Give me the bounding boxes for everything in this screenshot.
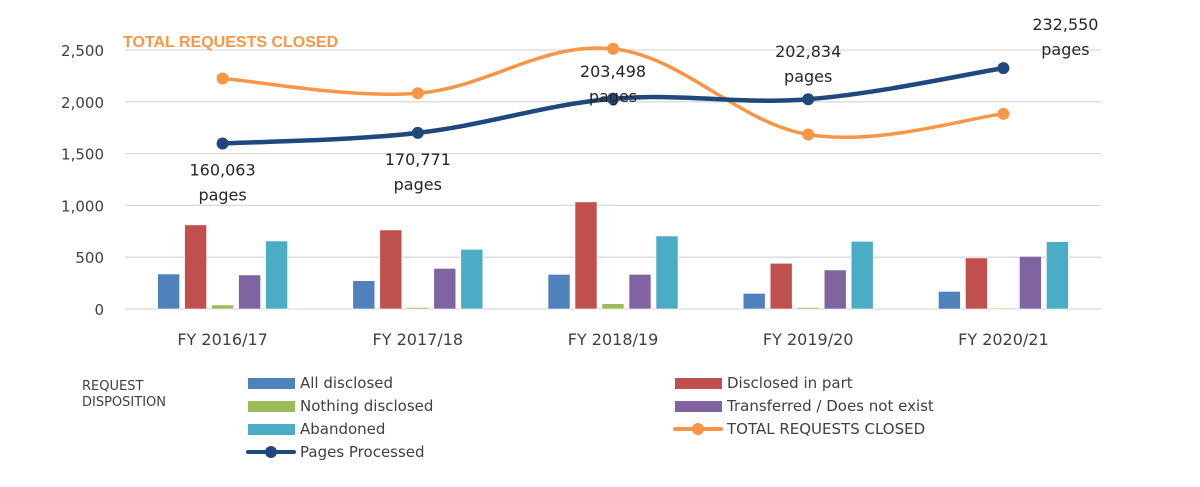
legend-title-line-2: DISPOSITION: [82, 395, 166, 410]
bar-disclosed-in-part: [184, 224, 207, 310]
data-label-value: 232,550: [1032, 15, 1098, 34]
bar-disclosed-in-part: [965, 257, 988, 310]
bar-disclosed-in-part: [574, 201, 598, 310]
legend-item-total-requests-closed: TOTAL REQUESTS CLOSED: [673, 419, 925, 439]
data-label-value: 203,498: [580, 62, 646, 81]
bar-disclosed-in-part: [379, 229, 403, 310]
data-labels: 160,063 pages 170,771 pages 203,498 pages 202,…: [190, 15, 1099, 204]
legend-title: REQUEST DISPOSITION: [82, 379, 192, 411]
bar-abandoned: [850, 241, 874, 310]
bar-abandoned: [1046, 241, 1069, 310]
bar-all-disclosed: [352, 280, 376, 310]
bar-all-disclosed: [157, 273, 180, 310]
legend-swatch-abandoned: [248, 423, 295, 435]
legend-label: Pages Processed: [300, 443, 425, 461]
y-tick-label: 2,500: [61, 42, 104, 60]
legend-label: Nothing disclosed: [300, 397, 434, 415]
bar-transferred-does-not-exist: [1019, 256, 1042, 310]
legend-label: Abandoned: [300, 420, 386, 438]
chart-title: TOTAL REQUESTS CLOSED: [123, 34, 338, 51]
data-label-unit: pages: [198, 186, 246, 205]
legend-item-disclosed-in-part: Disclosed in part: [675, 373, 853, 393]
legend-title-line-1: REQUEST: [82, 379, 144, 394]
legend-item-abandoned: Abandoned: [248, 419, 385, 439]
legend-swatch-nothing-disclosed: [248, 400, 295, 412]
bar-abandoned: [265, 240, 288, 310]
marker-total-requests-closed: [216, 72, 229, 85]
marker-total-requests-closed: [997, 107, 1010, 120]
legend-item-all-disclosed: All disclosed: [248, 373, 393, 393]
y-tick-label: 500: [75, 249, 104, 267]
legend-swatch-transferred: [675, 400, 722, 412]
bar-transferred-does-not-exist: [823, 269, 847, 310]
bar-disclosed-in-part: [769, 263, 793, 310]
bar-all-disclosed: [742, 293, 766, 310]
x-category-label: FY 2017/18: [373, 330, 464, 349]
bar-all-disclosed: [547, 274, 571, 310]
y-tick-label: 2,000: [61, 94, 104, 112]
data-label-unit: pages: [394, 175, 442, 194]
legend-swatch-disclosed-in-part: [675, 377, 722, 389]
y-tick-label: 1,000: [61, 197, 104, 215]
marker-pages-processed: [802, 93, 815, 106]
data-label-unit: pages: [784, 67, 832, 86]
y-axis-ticks: 0 500 1,000 1,500 2,000 2,500: [61, 42, 104, 319]
y-tick-label: 0: [94, 301, 104, 319]
bar-nothing-disclosed: [601, 303, 625, 310]
legend-item-pages-processed: Pages Processed: [246, 442, 425, 462]
bar-nothing-disclosed: [796, 307, 820, 310]
marker-pages-processed: [997, 62, 1010, 75]
y-tick-label: 1,500: [61, 146, 104, 164]
marker-pages-processed: [411, 126, 424, 139]
legend-label: All disclosed: [300, 374, 394, 392]
marker-pages-processed: [216, 137, 229, 150]
marker-total-requests-closed: [802, 128, 815, 141]
legend-item-transferred: Transferred / Does not exist: [675, 396, 934, 416]
bar-transferred-does-not-exist: [238, 274, 261, 310]
data-label-value: 170,771: [385, 150, 451, 169]
bars: [157, 201, 1069, 310]
bar-abandoned: [460, 249, 484, 310]
data-label-unit: pages: [1041, 40, 1089, 59]
marker-total-requests-closed: [411, 87, 424, 100]
bar-nothing-disclosed: [211, 304, 234, 310]
x-category-label: FY 2018/19: [568, 330, 659, 349]
bar-transferred-does-not-exist: [433, 268, 457, 310]
legend-label: TOTAL REQUESTS CLOSED: [727, 420, 926, 438]
bar-all-disclosed: [938, 291, 961, 310]
x-category-label: FY 2019/20: [763, 330, 854, 349]
x-category-label: FY 2020/21: [958, 330, 1049, 349]
marker-pages-processed: [607, 92, 619, 105]
legend-label: Disclosed in part: [727, 374, 853, 392]
data-label-value: 202,834: [775, 42, 841, 61]
bar-nothing-disclosed: [992, 307, 1015, 310]
legend-label: Transferred / Does not exist: [727, 397, 934, 415]
bar-abandoned: [655, 235, 679, 310]
bar-transferred-does-not-exist: [628, 274, 652, 310]
marker-total-requests-closed: [607, 42, 619, 55]
x-axis-categories: FY 2016/17 FY 2017/18 FY 2018/19 FY 2019/20…: [177, 330, 1048, 349]
data-label-unit: pages: [589, 87, 637, 106]
legend-line-marker-pages-processed: [246, 446, 296, 458]
legend-item-nothing-disclosed: Nothing disclosed: [248, 396, 433, 416]
bar-nothing-disclosed: [406, 307, 430, 310]
legend-line-marker-total-requests: [673, 423, 723, 435]
x-category-label: FY 2016/17: [177, 330, 268, 349]
legend-swatch-all-disclosed: [248, 377, 295, 389]
lines: [216, 42, 1010, 150]
data-label-value: 160,063: [190, 161, 256, 180]
